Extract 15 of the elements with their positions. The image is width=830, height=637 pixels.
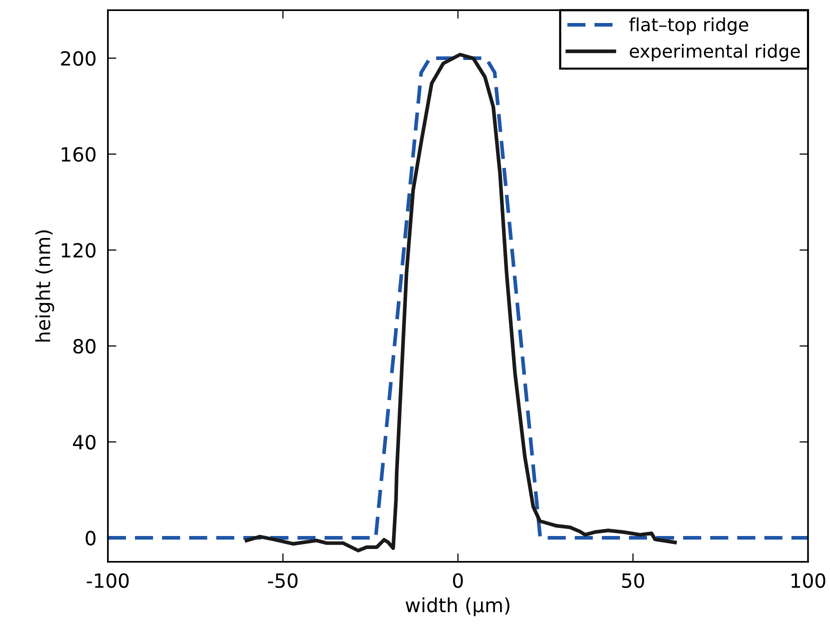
y-tick-label: 200 <box>61 51 96 66</box>
y-tick-label: 120 <box>62 242 96 258</box>
legend-label: flat–top ridge <box>629 17 748 35</box>
x-axis-title: width (µm) <box>406 597 510 616</box>
x-tick-label: 50 <box>622 573 644 588</box>
y-tick-label: 80 <box>73 338 96 354</box>
y-tick-label: 160 <box>62 147 96 162</box>
x-tick-label: 100 <box>792 573 826 588</box>
x-tick-label: -50 <box>268 573 298 588</box>
x-tick-label: -100 <box>86 573 129 588</box>
legend-label: experimental ridge <box>630 44 800 62</box>
y-tick-label: 40 <box>72 434 96 450</box>
y-axis-title: height (nm) <box>35 230 54 342</box>
y-tick-label: 0 <box>86 530 96 546</box>
x-tick-label: 0 <box>453 573 463 588</box>
